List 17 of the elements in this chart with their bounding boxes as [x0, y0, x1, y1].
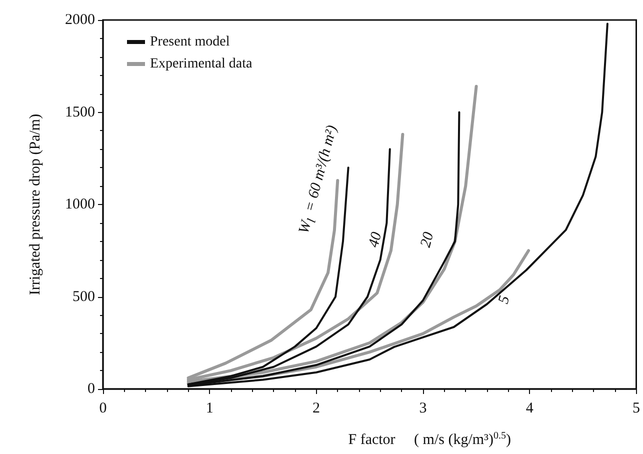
- annotation: 20: [418, 230, 438, 250]
- x-tick-label: 5: [632, 400, 640, 416]
- y-tick-label: 1500: [65, 104, 95, 120]
- annotation: 40: [366, 230, 386, 250]
- legend-label: Experimental data: [150, 56, 254, 72]
- annotation: 5: [496, 294, 514, 306]
- x-tick-label: 2: [312, 400, 320, 416]
- y-tick-label: 1000: [65, 196, 95, 212]
- x-tick-label: 0: [99, 400, 107, 416]
- x-tick-label: 1: [206, 400, 214, 416]
- y-tick-label: 500: [72, 288, 95, 305]
- y-axis-title: Irrigated pressure drop (Pa/m): [28, 114, 44, 296]
- x-tick-label: 4: [526, 400, 534, 416]
- y-tick-label: 0: [88, 381, 95, 397]
- legend-label: Present model: [150, 34, 230, 50]
- x-tick-label: 3: [419, 400, 427, 416]
- y-tick-label: 2000: [65, 12, 95, 28]
